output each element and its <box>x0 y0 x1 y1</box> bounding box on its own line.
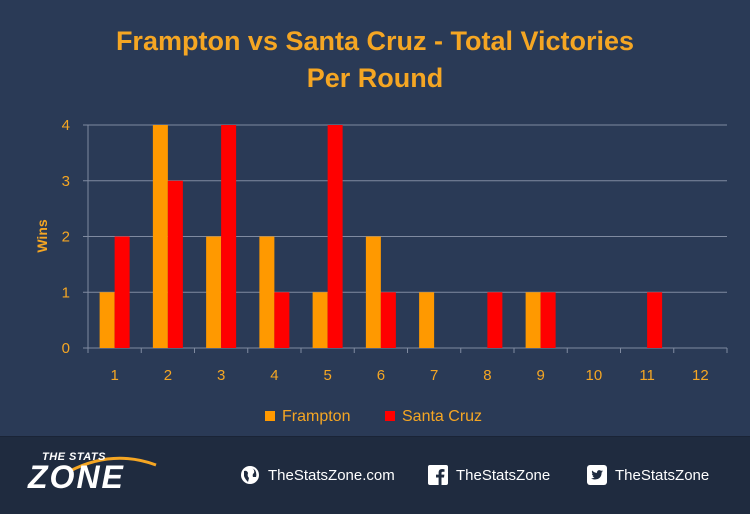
x-tick-label: 10 <box>586 367 603 384</box>
gridlines <box>83 124 727 349</box>
y-tick-label: 0 <box>62 340 70 357</box>
y-tick-label: 1 <box>62 284 70 301</box>
website-link[interactable]: TheStatsZone.com <box>240 464 395 486</box>
bar-frampton <box>312 292 328 348</box>
logo-top-text: THE STATS <box>42 451 106 463</box>
logo-swoosh-icon <box>69 456 157 473</box>
y-tick-label: 3 <box>62 173 70 190</box>
legend-label: Frampton <box>282 408 350 425</box>
twitter-link[interactable]: TheStatsZone <box>587 464 709 486</box>
chart-panel: Frampton vs Santa Cruz - Total Victories… <box>0 0 750 437</box>
y-tick-label: 2 <box>62 229 70 246</box>
x-tick-label: 9 <box>536 367 544 384</box>
bar-frampton <box>525 292 541 348</box>
bar-frampton <box>259 236 275 348</box>
x-tick-label: 4 <box>270 367 278 384</box>
bar-frampton <box>99 292 115 348</box>
bar-santa-cruz <box>487 292 503 348</box>
twitter-icon <box>587 465 607 485</box>
bar-frampton <box>365 236 381 348</box>
bar-frampton <box>152 125 168 348</box>
x-tick-label: 1 <box>110 367 118 384</box>
bar-frampton <box>206 236 222 348</box>
x-tick-label: 12 <box>692 367 709 384</box>
legend-label: Santa Cruz <box>402 408 482 425</box>
x-tick-label: 6 <box>377 367 385 384</box>
y-axis-title: Wins <box>34 219 50 253</box>
x-tick-label: 7 <box>430 367 438 384</box>
footer-bar: THE STATS ZONE TheStatsZone.com TheStats… <box>0 437 750 514</box>
y-tick-label: 4 <box>62 117 70 134</box>
twitter-text: TheStatsZone <box>615 466 710 484</box>
bar-santa-cruz <box>327 125 343 348</box>
x-tick-label: 3 <box>217 367 225 384</box>
x-tick-label: 8 <box>483 367 491 384</box>
chart-title-line-1: Frampton vs Santa Cruz - Total Victories <box>116 26 634 56</box>
stats-zone-logo[interactable]: THE STATS ZONE <box>28 451 158 501</box>
facebook-link[interactable]: TheStatsZone <box>428 464 550 486</box>
bar-santa-cruz <box>647 292 663 348</box>
logo-main-text: ZONE <box>28 459 125 495</box>
bar-santa-cruz <box>540 292 556 348</box>
legend-swatch <box>265 411 275 421</box>
facebook-icon <box>428 465 448 485</box>
x-tick-label: 11 <box>639 367 655 384</box>
x-tick-label: 5 <box>323 367 331 384</box>
legend-swatch <box>385 411 395 421</box>
bar-santa-cruz <box>274 292 290 348</box>
x-tick-label: 2 <box>164 367 172 384</box>
legend: Frampton Santa Cruz <box>265 408 482 425</box>
bars <box>99 125 663 348</box>
bar-chart: Frampton vs Santa Cruz - Total Victories… <box>34 26 728 425</box>
bar-santa-cruz <box>380 292 396 348</box>
bar-frampton <box>419 292 435 348</box>
bar-santa-cruz <box>167 180 183 348</box>
globe-icon <box>240 465 260 485</box>
chart-title-line-2: Per Round <box>307 63 444 93</box>
bar-santa-cruz <box>221 125 237 348</box>
facebook-text: TheStatsZone <box>456 466 551 484</box>
website-text: TheStatsZone.com <box>268 466 395 484</box>
bar-santa-cruz <box>114 236 130 348</box>
